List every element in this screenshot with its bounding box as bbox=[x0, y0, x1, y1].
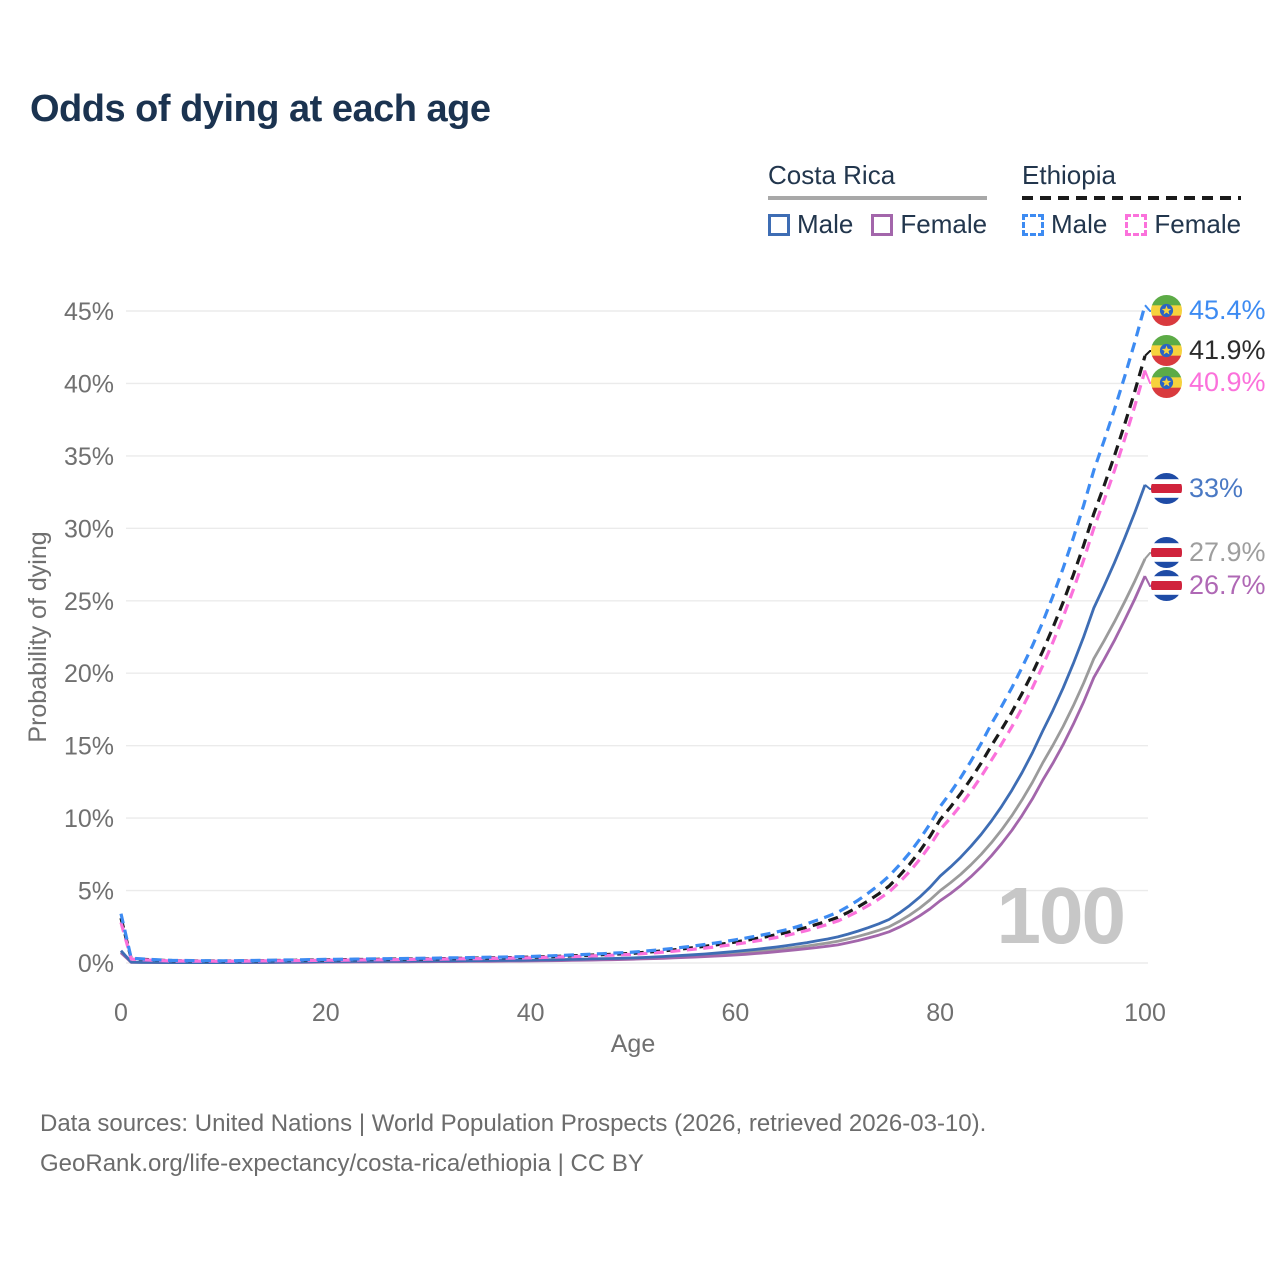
end-value-label: 26.7% bbox=[1189, 570, 1266, 600]
end-value-label: 33% bbox=[1189, 473, 1244, 503]
legend-item-costa-rica-female[interactable]: Female bbox=[871, 209, 987, 240]
end-label-ethiopia-female: 40.9% bbox=[1151, 367, 1266, 398]
series-ethiopia-both-sexes[interactable] bbox=[119, 355, 1147, 963]
legend-item-costa-rica-male[interactable]: Male bbox=[768, 209, 853, 240]
y-tick-30: 30% bbox=[64, 515, 114, 543]
y-tick-20: 20% bbox=[64, 660, 114, 688]
costa-rica-male-swatch-icon bbox=[768, 213, 790, 236]
footer: Data sources: United Nations | World Pop… bbox=[40, 1104, 986, 1184]
end-label-costa-rica-male: 33% bbox=[1151, 473, 1243, 504]
x-tick-100: 100 bbox=[1124, 999, 1166, 1027]
end-value-label: 45.4% bbox=[1189, 295, 1266, 325]
costa-rica-line-style-swatch-icon bbox=[768, 196, 988, 200]
x-tick-60: 60 bbox=[721, 999, 749, 1027]
ethiopia-flag-icon bbox=[1151, 295, 1182, 326]
costa-rica-flag-icon bbox=[1151, 570, 1182, 601]
y-tick-5: 5% bbox=[78, 878, 114, 906]
leader-ethiopia-female bbox=[1144, 370, 1151, 384]
ethiopia-male-swatch-icon bbox=[1022, 213, 1044, 236]
y-tick-10: 10% bbox=[64, 805, 114, 833]
y-tick-40: 40% bbox=[64, 370, 114, 398]
legend-ethiopia-items: Male Female bbox=[1022, 209, 1241, 240]
data-sources-text: Data sources: United Nations | World Pop… bbox=[40, 1110, 987, 1137]
series-ethiopia-female[interactable] bbox=[119, 369, 1147, 963]
legend-label: Male bbox=[1051, 209, 1108, 239]
end-label-costa-rica-both-sexes: 27.9% bbox=[1151, 537, 1266, 568]
leader-costa-rica-female bbox=[1144, 575, 1151, 587]
legend-item-ethiopia-male[interactable]: Male bbox=[1022, 209, 1107, 240]
y-tick-35: 35% bbox=[64, 443, 114, 471]
leader-costa-rica-both-sexes bbox=[1144, 552, 1151, 560]
x-tick-40: 40 bbox=[517, 999, 545, 1027]
end-value-label: 40.9% bbox=[1189, 367, 1266, 397]
legend-costa-rica-title: Costa Rica bbox=[768, 160, 896, 190]
x-axis-title: Age bbox=[611, 1030, 655, 1058]
costa-rica-flag-icon bbox=[1151, 537, 1182, 568]
end-value-label: 27.9% bbox=[1189, 537, 1266, 567]
attribution-text: GeoRank.org/life-expectancy/costa-rica/e… bbox=[40, 1150, 644, 1177]
ethiopia-flag-icon bbox=[1151, 335, 1182, 366]
costa-rica-female-swatch-icon bbox=[871, 213, 894, 236]
end-label-ethiopia-male: 45.4% bbox=[1151, 295, 1266, 326]
ethiopia-female-swatch-icon bbox=[1125, 213, 1148, 236]
legend-group-ethiopia: Ethiopia Male Female bbox=[1022, 160, 1242, 240]
legend-costa-rica-items: Male Female bbox=[768, 209, 987, 240]
end-label-costa-rica-female: 26.7% bbox=[1151, 570, 1266, 601]
legend-label: Female bbox=[1154, 209, 1242, 239]
age-indicator-watermark: 100 bbox=[996, 871, 1126, 960]
costa-rica-flag-icon bbox=[1151, 473, 1182, 504]
leader-ethiopia-both-sexes bbox=[1144, 350, 1151, 357]
y-tick-25: 25% bbox=[64, 588, 114, 616]
y-tick-45: 45% bbox=[64, 298, 114, 326]
y-axis-title: Probability of dying bbox=[24, 531, 52, 742]
leader-costa-rica-male bbox=[1144, 484, 1151, 490]
legend-ethiopia-title: Ethiopia bbox=[1022, 160, 1116, 190]
legend-group-costa-rica: Costa Rica Male Female bbox=[768, 160, 988, 240]
legend-label: Female bbox=[900, 209, 988, 239]
legend-label: Male bbox=[797, 209, 854, 239]
x-tick-0: 0 bbox=[114, 999, 128, 1027]
ethiopia-flag-icon bbox=[1151, 367, 1182, 398]
end-value-label: 41.9% bbox=[1189, 335, 1266, 365]
x-tick-80: 80 bbox=[926, 999, 954, 1027]
page-title: Odds of dying at each age bbox=[30, 88, 491, 130]
y-tick-15: 15% bbox=[64, 733, 114, 761]
leader-ethiopia-male bbox=[1144, 304, 1151, 312]
legend-item-ethiopia-female[interactable]: Female bbox=[1125, 209, 1241, 240]
ethiopia-line-style-swatch-icon bbox=[1022, 196, 1242, 200]
x-tick-20: 20 bbox=[312, 999, 340, 1027]
end-label-ethiopia-both-sexes: 41.9% bbox=[1151, 335, 1266, 366]
series-ethiopia-male[interactable] bbox=[119, 304, 1147, 963]
y-tick-0: 0% bbox=[78, 950, 114, 978]
